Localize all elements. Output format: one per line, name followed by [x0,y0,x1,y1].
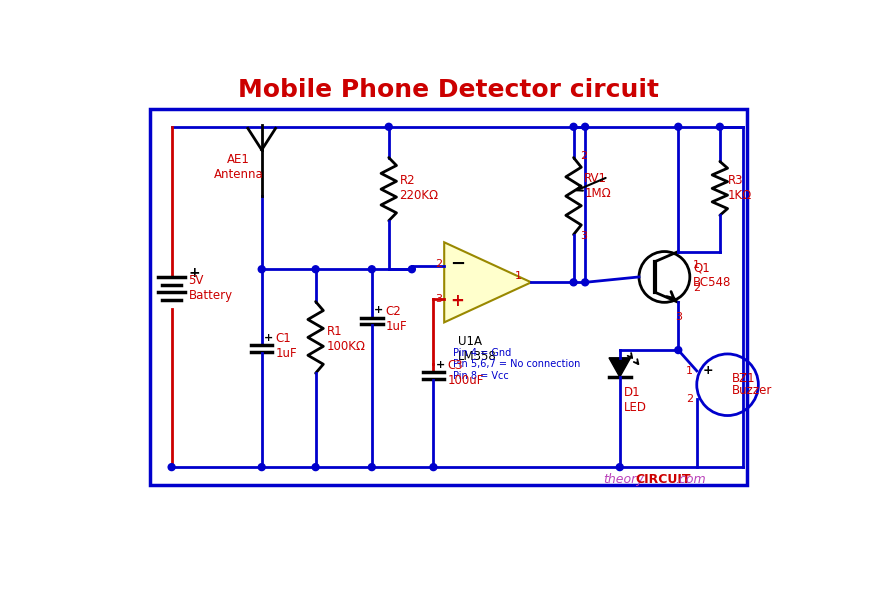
Circle shape [582,279,589,286]
Text: +: + [703,364,713,377]
Text: 2: 2 [436,259,443,269]
Circle shape [368,463,375,471]
Text: 3: 3 [436,294,443,304]
Circle shape [675,123,682,130]
Text: R1
100KΩ: R1 100KΩ [326,325,366,353]
Circle shape [717,123,724,130]
Circle shape [168,463,175,471]
Circle shape [312,463,319,471]
Circle shape [385,123,392,130]
Text: 2: 2 [580,151,587,161]
Text: RV1
1MΩ: RV1 1MΩ [584,172,611,200]
Text: theory: theory [603,473,643,486]
Circle shape [570,279,577,286]
Text: Buzzer: Buzzer [732,385,772,397]
Text: +: + [451,291,465,310]
Text: Q1
BC548: Q1 BC548 [693,261,731,290]
Circle shape [409,266,416,273]
Circle shape [430,463,437,471]
Text: CIRCUIT: CIRCUIT [635,473,690,486]
Text: −: − [451,255,466,273]
Circle shape [312,266,319,273]
Text: 1: 1 [693,260,700,270]
Text: C2
1uF: C2 1uF [386,305,407,332]
Text: D1
LED: D1 LED [624,386,647,414]
Text: .com: .com [676,473,706,486]
Text: U1A
LM358: U1A LM358 [458,335,497,362]
Text: C3
100uF: C3 100uF [447,359,484,387]
Circle shape [368,266,375,273]
Text: 1: 1 [515,271,522,281]
Circle shape [616,463,623,471]
Text: +: + [374,305,383,315]
Text: R3
1KΩ: R3 1KΩ [728,174,752,203]
Text: 3: 3 [675,311,682,322]
Text: +: + [264,333,273,343]
Text: R2
220KΩ: R2 220KΩ [400,174,438,203]
Circle shape [582,123,589,130]
Text: +: + [436,360,445,370]
Text: Pin 4 = Gnd
Pin 5,6,7 = No connection
Pin 8 = Vcc: Pin 4 = Gnd Pin 5,6,7 = No connection Pi… [453,348,581,381]
Text: +: + [189,266,200,280]
Text: 3: 3 [580,231,587,241]
Text: 2: 2 [693,284,700,293]
Text: Mobile Phone Detector circuit: Mobile Phone Detector circuit [237,78,659,102]
Circle shape [570,123,577,130]
Circle shape [675,347,682,353]
Polygon shape [609,358,631,377]
Text: 2: 2 [686,394,693,404]
Polygon shape [444,242,531,322]
Text: C1
1uF: C1 1uF [276,332,298,360]
Circle shape [258,266,265,273]
Text: 1: 1 [686,366,693,376]
Bar [150,109,747,485]
Text: BZ1: BZ1 [732,372,755,385]
Text: 5V
Battery: 5V Battery [189,275,233,302]
Text: AE1
Antenna: AE1 Antenna [214,153,263,181]
Circle shape [258,463,265,471]
